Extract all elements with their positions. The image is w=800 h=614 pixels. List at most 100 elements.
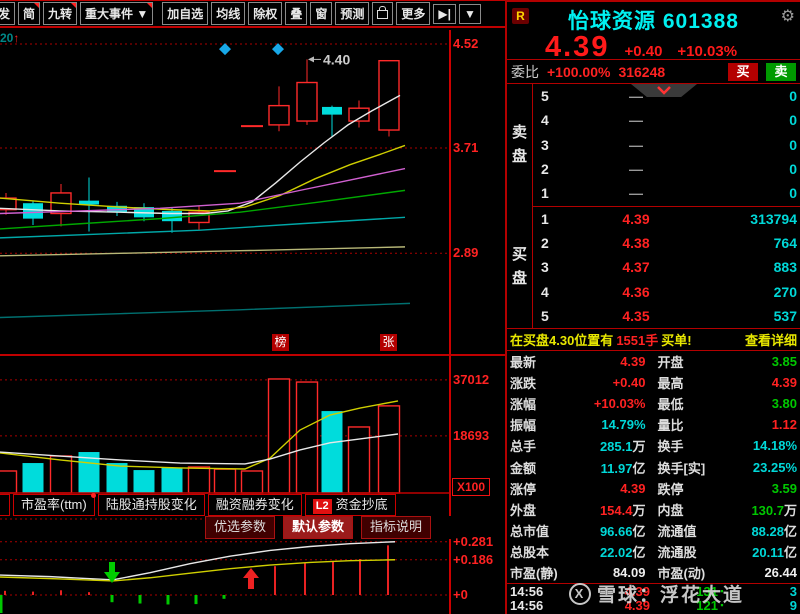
- axis-tick-label: 3.71: [453, 140, 479, 155]
- toolbar-button[interactable]: 九转: [43, 2, 78, 25]
- toolbar-button[interactable]: 除权: [248, 2, 283, 25]
- big-order-alert: 在买盘4.30位置有 1551手 买单! 查看详细: [507, 329, 800, 351]
- stats-row: 涨停 4.39 跌停 3.59: [510, 480, 797, 497]
- book-row[interactable]: 3 4.37 883: [541, 259, 797, 276]
- toolbar-button[interactable]: 更多: [396, 2, 431, 25]
- stock-title: 怡球资源 601388: [568, 10, 739, 33]
- weicha-value: 316248: [618, 63, 666, 80]
- corner-up-arrow-icon: ↑: [13, 31, 20, 45]
- corner-number: 20: [0, 31, 14, 45]
- book-row[interactable]: 3—0: [541, 136, 797, 153]
- kline-chart[interactable]: 4.40: [0, 0, 505, 614]
- unlock-icon: [377, 6, 389, 19]
- stats-row: 市盈(静) 84.09 市盈(动) 26.44: [510, 564, 797, 581]
- bottom-tab[interactable]: L2 资金抄底: [304, 494, 396, 516]
- toolbar-button[interactable]: 预测: [335, 2, 370, 25]
- marquee-label: 张: [380, 334, 397, 351]
- param-tab[interactable]: 指标说明: [361, 516, 432, 539]
- toolbar-button[interactable]: 简: [18, 2, 41, 25]
- param-tab[interactable]: 默认参数: [283, 516, 354, 539]
- book-row[interactable]: 2—0: [541, 161, 797, 178]
- axis-tick-label: +0: [453, 587, 468, 602]
- toolbar-button[interactable]: 叠: [285, 2, 308, 25]
- book-row[interactable]: 5 4.35 537: [541, 307, 797, 324]
- book-row[interactable]: 2 4.38 764: [541, 234, 797, 251]
- view-detail-link[interactable]: 查看详细: [744, 333, 797, 348]
- collapse-handle[interactable]: [631, 84, 697, 97]
- weibi-label: 委比: [511, 63, 539, 80]
- alert-suffix: 买单!: [661, 333, 692, 348]
- toolbar-button[interactable]: ▼: [458, 3, 481, 24]
- tick-trade-list: 14:56 4.39 131 ▪ 3 14:56 4.39 121 ▪ 9 X 雪球：浮花大道: [507, 582, 800, 613]
- sell-button[interactable]: 卖: [766, 62, 796, 81]
- stats-row: 金额 11.97亿 换手[实] 23.25%: [510, 459, 797, 476]
- order-book-rows: 5—0 4—0 3—0 2—0 1—0 1 4.39 313794 2 4.38 764 3 4.37…: [533, 84, 800, 328]
- indicator-tabs-row2: 优选参数 默认参数 指标说明: [205, 516, 452, 539]
- axis-tick-label: 2.89: [453, 245, 479, 261]
- axis-tick-label: +0.281: [453, 533, 494, 549]
- marquee-label: 榜: [272, 334, 289, 351]
- weibi-value: +100.00%: [547, 63, 611, 80]
- weibi-row: 委比 +100.00% 316248 买 卖: [507, 60, 800, 84]
- stats-row: 最新 4.39 开盘 3.85: [510, 354, 797, 371]
- tick-row: 14:56 4.39 131 ▪ 3: [510, 583, 797, 599]
- stats-row: 振幅 14.79% 量比 1.12: [510, 417, 797, 434]
- volume-unit-label: X100: [452, 478, 491, 496]
- toolbar-button[interactable]: 均线: [211, 2, 246, 25]
- param-tab[interactable]: 优选参数: [205, 516, 276, 539]
- stats-row: 总股本 22.02亿 流通股 20.11亿: [510, 544, 797, 560]
- stats-row: 涨幅 +10.03% 最低 3.80: [510, 396, 797, 413]
- toolbar-button[interactable]: ▶|: [433, 3, 456, 24]
- toolbar-button[interactable]: 发: [0, 2, 16, 25]
- bottom-tab[interactable]: 陆股通持股变化: [97, 494, 205, 516]
- notification-dot: [90, 493, 96, 498]
- axis-tick-label: 18693: [453, 427, 490, 443]
- buy-side-label: 买盘: [511, 246, 527, 287]
- toolbar-button[interactable]: 重大事件 ▼: [80, 2, 154, 25]
- last-price: 4.39: [545, 31, 610, 63]
- sell-side-label: 卖盘: [511, 124, 527, 165]
- book-row[interactable]: 4 4.36 270: [541, 283, 797, 300]
- tab-partial: [0, 494, 10, 516]
- axis-tick-label: 37012: [453, 371, 490, 387]
- book-row[interactable]: 4—0: [541, 112, 797, 129]
- stats-row: 总市值 96.66亿 流通值 88.28亿: [510, 523, 797, 539]
- quote-panel: R 怡球资源 601388 ⚙ 4.39 +0.40 +10.03% 委比 +1…: [505, 0, 800, 614]
- alert-prefix: 在买盘4.30位置有: [510, 333, 614, 348]
- toolbar-button[interactable]: 窗: [310, 2, 333, 25]
- sell-rows: 5—0 4—0 3—0 2—0 1—0: [533, 84, 800, 206]
- order-book: 卖盘 买盘 5—0 4—0 3—0 2—0 1—0 1 4.39 313794 2 4.38 76…: [507, 84, 800, 329]
- bottom-tab[interactable]: 融资融券变化: [207, 494, 302, 516]
- axis-tick-label: 4.52: [453, 36, 479, 51]
- stats-grid: 最新 4.39 开盘 3.85 涨跌 +0.40 最高 4.39 涨幅 +10.03% 最低 3.80…: [507, 351, 800, 583]
- l2-badge: L2: [312, 499, 332, 514]
- svg-text:4.40: 4.40: [323, 51, 350, 67]
- margin-flag-badge: R: [512, 8, 529, 24]
- book-row[interactable]: 1 4.39 313794: [541, 210, 797, 227]
- order-book-side-labels: 卖盘 买盘: [507, 84, 533, 328]
- tick-row: 14:56 4.39 121 ▪ 9: [510, 597, 797, 613]
- chevron-down-icon: [657, 86, 671, 95]
- quote-header: R 怡球资源 601388 ⚙ 4.39 +0.40 +10.03%: [507, 0, 800, 63]
- indicator-tabs-row1: 市盈率(ttm) 陆股通持股变化 融资融券变化 L2 资金抄底: [0, 493, 452, 516]
- stats-row: 涨跌 +0.40 最高 4.39: [510, 375, 797, 392]
- price-change-percent: +10.03%: [677, 43, 738, 60]
- book-row[interactable]: 5—0: [541, 88, 797, 105]
- alert-quantity: 1551手: [616, 333, 659, 348]
- gear-icon[interactable]: ⚙: [780, 8, 795, 25]
- book-row[interactable]: 1—0: [541, 185, 797, 202]
- stats-row: 总手 285.1万 换手 14.18%: [510, 438, 797, 455]
- unlock-icon-button[interactable]: [372, 2, 394, 25]
- toolbar-button[interactable]: 加自选: [162, 2, 209, 25]
- kline-corner-label: 20↑: [0, 31, 19, 45]
- price-row: 4.39 +0.40 +10.03%: [545, 31, 737, 64]
- book-separator: [533, 205, 800, 207]
- axis-tick-label: +0.186: [453, 551, 494, 567]
- stats-row: 外盘 154.4万 内盘 130.7万: [510, 502, 797, 518]
- buy-button[interactable]: 买: [728, 62, 758, 81]
- buy-rows: 1 4.39 313794 2 4.38 764 3 4.37 883 4 4.36 270 5 4.35…: [533, 207, 800, 329]
- price-change: +0.40: [624, 43, 663, 60]
- bottom-tab[interactable]: 市盈率(ttm): [13, 493, 96, 516]
